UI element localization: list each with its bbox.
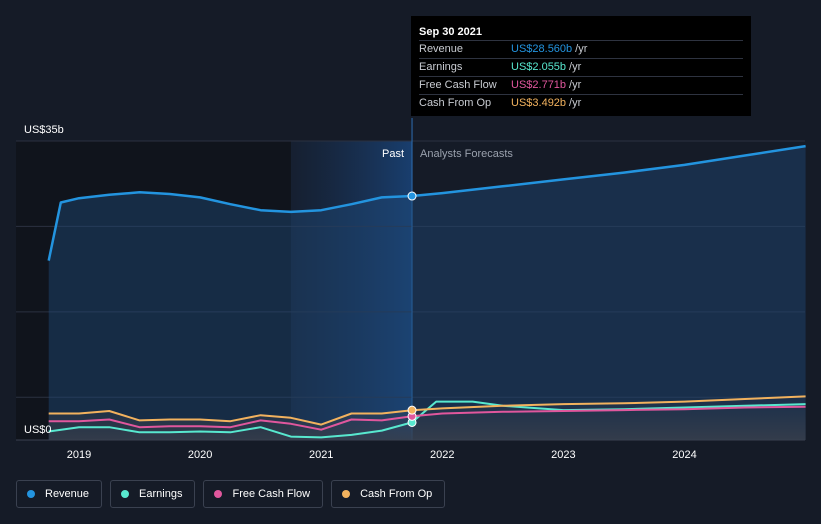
hover-points: [407, 191, 417, 427]
legend-label: Earnings: [139, 488, 183, 500]
series-areas: [48, 146, 806, 440]
cash-from-op-area: [48, 396, 806, 440]
x-tick-label: 2023: [551, 449, 575, 461]
axis-labels: US$35b US$0 2019 2020 2021 2022 2023 2024 Past An…: [24, 124, 697, 461]
chart: US$35b US$0 2019 2020 2021 2022 2023 2024 Past An…: [16, 118, 806, 461]
past-region: [16, 141, 413, 440]
tooltip-unit: /yr: [575, 43, 588, 55]
tooltip-value: US$2.055b: [511, 61, 567, 73]
cash-from-op-hover-point: [407, 405, 417, 415]
tooltip-date: Sep 30 2021: [419, 26, 482, 38]
past-highlight-band: [290, 141, 413, 440]
tooltip-row-revenue: Revenue US$28.560b /yr: [419, 40, 743, 58]
tooltip-row-free-cash-flow: Free Cash Flow US$2.771b /yr: [419, 76, 743, 94]
tooltip-row-earnings: Earnings US$2.055b /yr: [419, 58, 743, 76]
x-tick-label: 2021: [309, 449, 333, 461]
revenue-area: [48, 146, 806, 440]
tooltip-value: US$28.560b: [511, 43, 573, 55]
revenue-line: [47, 144, 806, 261]
tooltip-unit: /yr: [569, 61, 582, 73]
tooltip-row-cash-from-op: Cash From Op US$3.492b /yr: [419, 94, 743, 112]
tooltip-unit: /yr: [569, 79, 582, 91]
x-tick-label: 2022: [430, 449, 454, 461]
tooltip-unit: /yr: [569, 97, 582, 109]
tooltip-label: Free Cash Flow: [419, 79, 497, 91]
forecast-section-label: Analysts Forecasts: [420, 148, 513, 160]
cash-from-op-dot-icon: [342, 490, 351, 498]
series-lines: [47, 144, 806, 439]
past-background: [16, 141, 291, 440]
y-axis-bottom-label: US$0: [24, 424, 52, 436]
tooltip-value: US$3.492b: [511, 97, 567, 109]
legend-item-earnings[interactable]: Earnings: [110, 480, 196, 508]
cash-from-op-line: [48, 395, 806, 426]
legend-label: Free Cash Flow: [232, 488, 311, 500]
x-tick-label: 2024: [672, 449, 696, 461]
free-cash-flow-line: [48, 405, 806, 431]
free-cash-flow-dot-icon: [214, 490, 223, 498]
legend-item-revenue[interactable]: Revenue: [16, 480, 103, 508]
tooltip-label: Earnings: [419, 61, 463, 73]
legend-item-free-cash-flow[interactable]: Free Cash Flow: [203, 480, 324, 508]
x-tick-label: 2019: [67, 449, 91, 461]
past-section-label: Past: [382, 148, 404, 160]
revenue-hover-point: [407, 191, 417, 201]
tooltip-value: US$2.771b: [511, 79, 567, 91]
legend-item-cash-from-op[interactable]: Cash From Op: [331, 480, 446, 508]
legend-label: Cash From Op: [360, 488, 433, 500]
legend: Revenue Earnings Free Cash Flow Cash Fro…: [16, 480, 446, 508]
revenue-dot-icon: [27, 490, 35, 498]
y-axis-top-label: US$35b: [24, 124, 64, 136]
x-tick-label: 2020: [188, 449, 212, 461]
tooltip: Sep 30 2021 Revenue US$28.560b /yr Earni…: [411, 16, 751, 116]
tooltip-label: Cash From Op: [419, 97, 492, 109]
earnings-dot-icon: [121, 490, 130, 498]
legend-label: Revenue: [45, 488, 90, 500]
tooltip-label: Revenue: [419, 43, 464, 55]
